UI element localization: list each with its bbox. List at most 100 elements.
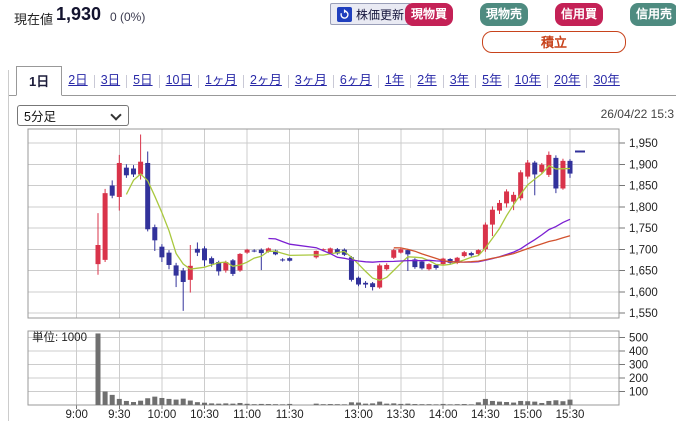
candle <box>532 162 538 175</box>
tab-separator <box>547 75 549 88</box>
volume-bar <box>412 404 418 405</box>
genbutsu-buy-button[interactable]: 現物買 <box>405 3 453 26</box>
period-tab[interactable]: 30年 <box>593 73 620 87</box>
period-tab[interactable]: 3年 <box>449 73 470 87</box>
tab-separator <box>198 75 199 88</box>
volume-axis-label: 500 <box>629 333 648 345</box>
period-tab[interactable]: 2ヶ月 <box>249 73 282 87</box>
volume-axis-label: 400 <box>629 346 648 358</box>
period-tab[interactable]: 2日 <box>68 73 88 87</box>
volume-bar <box>230 403 236 405</box>
volume-bar <box>109 394 115 405</box>
candle <box>159 246 165 258</box>
ma-short-line <box>125 165 571 281</box>
shinyo-buy-button[interactable]: 信用買 <box>555 3 603 26</box>
volume-bar <box>391 403 397 405</box>
volume-bar <box>497 401 502 405</box>
volume-bar <box>475 402 481 405</box>
volume-bar <box>356 402 361 405</box>
candle <box>237 253 243 271</box>
x-axis-label: 14:30 <box>471 409 500 421</box>
tab-separator <box>158 75 160 88</box>
volume-bar <box>419 404 425 405</box>
candle <box>356 277 361 285</box>
shinyo-sell-button[interactable]: 信用売 <box>630 3 676 26</box>
period-tab[interactable]: 2年 <box>417 73 437 87</box>
volume-bar <box>159 397 165 405</box>
candle <box>102 193 108 260</box>
volume-axis-label: 100 <box>629 387 648 399</box>
candle <box>447 259 453 263</box>
candle <box>468 253 474 256</box>
volume-bar <box>511 402 517 405</box>
price-pane-frame <box>27 128 620 319</box>
period-tab[interactable]: 10年 <box>514 73 542 87</box>
candle <box>152 227 158 241</box>
candle <box>412 259 418 268</box>
candle <box>518 172 524 199</box>
volume-bar <box>518 400 524 405</box>
tab-separator <box>475 75 477 88</box>
candle <box>539 164 545 172</box>
candle <box>216 262 222 272</box>
chart-panel: 1日 2日 3日 5日 10日 1ヶ月 2ヶ月 3ヶ月 6ヶ月 1年 2年 3年 5年 10年 20年 30年… <box>8 66 676 421</box>
volume-bar <box>116 398 122 405</box>
volume-bar <box>454 404 460 405</box>
period-tab[interactable]: 6ヶ月 <box>339 73 372 87</box>
candle <box>194 248 200 253</box>
volume-bar <box>348 402 354 405</box>
period-tab[interactable]: 1ヶ月 <box>205 73 237 87</box>
candle <box>230 260 236 274</box>
candle <box>391 250 397 258</box>
volume-bar <box>532 401 538 405</box>
period-tabbar: 1日 2日 3日 5日 10日 1ヶ月 2ヶ月 3ヶ月 6ヶ月 1年 2年 3年 5年 10年 20年 30年 <box>9 66 676 96</box>
period-tab[interactable]: 5年 <box>482 73 502 87</box>
x-axis-label: 13:00 <box>344 409 373 421</box>
y-axis-label: 1,700 <box>629 244 658 256</box>
candle <box>497 202 502 211</box>
tab-separator <box>126 75 128 88</box>
candle <box>244 249 250 253</box>
candle <box>258 249 264 254</box>
candle <box>560 160 566 189</box>
volume-bar <box>138 400 144 405</box>
candle <box>482 224 488 250</box>
interval-select-value: 5分足 <box>24 110 56 124</box>
x-axis-label: 10:30 <box>190 409 219 421</box>
candle <box>461 252 467 257</box>
period-tab[interactable]: 3ヶ月 <box>294 73 327 87</box>
tab-separator <box>93 75 95 88</box>
volume-bar <box>468 404 474 405</box>
tab-separator <box>332 75 334 88</box>
volume-bar <box>398 403 404 405</box>
period-tab[interactable]: 3日 <box>100 73 121 87</box>
volume-bar <box>244 403 250 405</box>
volume-bar <box>433 404 439 405</box>
volume-bar <box>251 404 257 405</box>
volume-bar <box>202 402 207 405</box>
x-axis-label: 15:30 <box>556 409 585 421</box>
y-axis-label: 1,850 <box>629 181 658 193</box>
tab-separator <box>377 75 379 88</box>
candle <box>489 209 495 225</box>
period-tab[interactable]: 5日 <box>133 73 153 87</box>
y-axis-label: 1,950 <box>629 138 658 150</box>
period-tab[interactable]: 20年 <box>554 73 581 87</box>
tsumitate-button[interactable]: 積立 <box>482 31 626 53</box>
y-axis-label: 1,550 <box>629 308 658 320</box>
volume-bar <box>539 402 545 405</box>
period-tab[interactable]: 1年 <box>384 73 405 87</box>
refresh-button[interactable]: 株価更新 <box>330 3 412 25</box>
volume-bar <box>377 401 383 405</box>
tab-separator <box>442 75 444 88</box>
period-tab[interactable]: 1日 <box>16 66 63 96</box>
volume-bar <box>546 400 552 405</box>
volume-pane-frame <box>27 330 620 406</box>
period-tab[interactable]: 10日 <box>165 73 192 87</box>
genbutsu-sell-button[interactable]: 現物売 <box>480 3 528 26</box>
candle <box>131 168 136 175</box>
candle <box>553 157 559 189</box>
interval-select[interactable]: 5分足 <box>17 105 129 126</box>
candle <box>265 248 271 252</box>
